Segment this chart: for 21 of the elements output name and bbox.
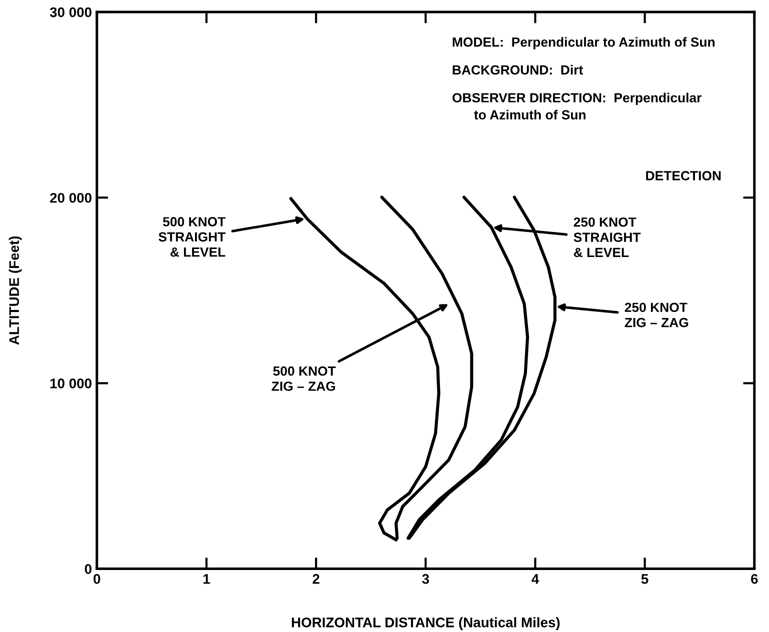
- x-tick-label: 1: [203, 574, 210, 584]
- annotation: 500 KNOT ZIG – ZAG: [272, 366, 336, 391]
- annotation: BACKGROUND: Dirt: [452, 64, 583, 75]
- annotation: 250 KNOT STRAIGHT & LEVEL: [574, 217, 641, 258]
- x-tick-label: 0: [94, 574, 100, 584]
- y-tick-label: 20 000: [50, 192, 92, 203]
- x-tick-label: 5: [641, 574, 648, 584]
- y-tick-label: 10 000: [50, 378, 92, 388]
- x-axis-title: HORIZONTAL DISTANCE (Nautical Miles): [292, 617, 560, 630]
- annotation: 500 KNOT STRAIGHT & LEVEL: [158, 217, 226, 257]
- annotation: OBSERVER DIRECTION: Perpendicular to Azimuth of Sun: [452, 92, 702, 120]
- x-tick-label: 6: [751, 574, 758, 584]
- annotation: 250 KNOT ZIG – ZAG: [624, 302, 688, 328]
- y-axis-title: ALTITUDE (Feet): [8, 236, 22, 345]
- annotation: DETECTION: [646, 171, 721, 180]
- x-tick-label: 4: [532, 574, 540, 584]
- x-tick-label: 2: [312, 574, 320, 584]
- annotation: MODEL: Perpendicular to Azimuth of Sun: [452, 37, 715, 50]
- x-tick-label: 3: [422, 574, 429, 584]
- y-tick-label: 30 000: [50, 7, 92, 18]
- y-tick-label: 0: [84, 564, 92, 574]
